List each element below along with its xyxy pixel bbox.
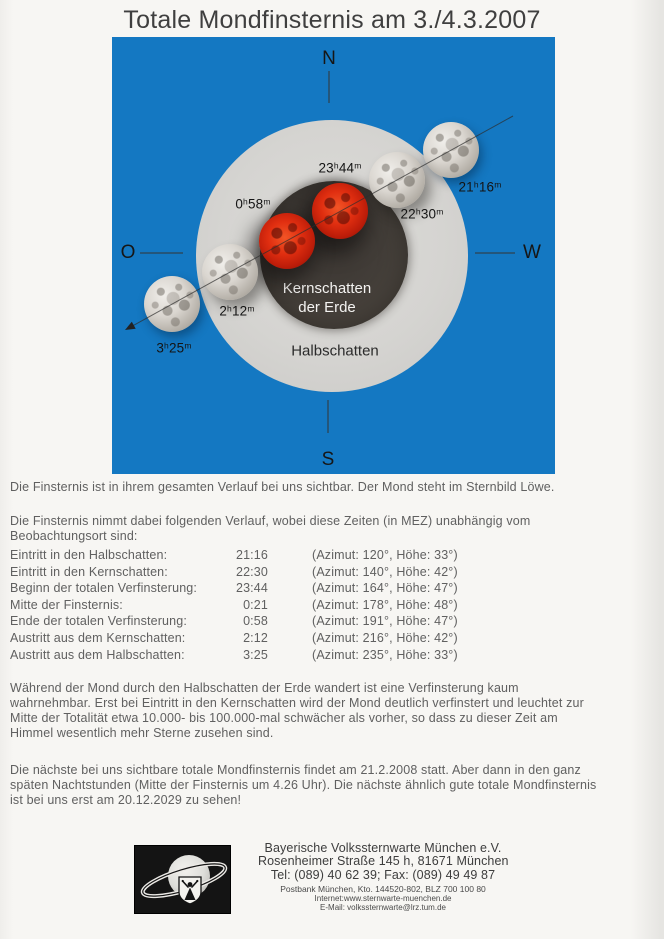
compass-south: S <box>321 449 335 470</box>
umbra-label: Kernschatten der Erde <box>282 280 372 316</box>
moon-2h12 <box>202 244 258 300</box>
intro-paragraph: Die Finsternis ist in ihrem gesamten Ver… <box>10 480 555 494</box>
timetable: Eintritt in den Halbschatten: 21:16 (Azimu… <box>10 547 610 663</box>
compass-north: N <box>322 48 336 69</box>
eclipse-diagram: Kernschatten der Erde Halbschatten 21h16… <box>112 37 555 474</box>
moon-time-label: 0h58m <box>235 196 271 212</box>
org-name: Bayerische Volkssternwarte München e.V. <box>264 841 502 855</box>
moon-0h58 <box>259 213 315 269</box>
table-row: Austritt aus dem Kernschatten: 2:12 (Azimu… <box>10 630 458 645</box>
page-title: Totale Mondfinsternis am 3./4.3.2007 <box>123 6 541 34</box>
moon-21h16 <box>423 122 479 178</box>
table-row: Eintritt in den Kernschatten: 22:30 (Azimu… <box>10 564 458 579</box>
munich-kindl-shield <box>178 876 202 905</box>
compass-east: O <box>120 242 136 263</box>
observatory-logo <box>134 845 231 914</box>
moon-time-label: 2h12m <box>219 303 255 319</box>
org-email: E-Mail: volkssternwarte@lrz.tum.de <box>320 903 446 913</box>
moon-23h44 <box>312 183 368 239</box>
org-phone-fax: Tel: (089) 40 62 39; Fax: (089) 49 49 87 <box>270 867 496 882</box>
penumbra-label: Halbschatten <box>291 342 379 360</box>
table-row: Eintritt in den Halbschatten: 21:16 (Azimu… <box>10 548 458 562</box>
moon-time-label: 21h16m <box>458 179 502 195</box>
compass-west: W <box>523 242 541 263</box>
table-row: Mitte der Finsternis: 0:21 (Azimut: 178°, … <box>10 597 458 612</box>
table-row: Austritt aus dem Halbschatten: 3:25 (Azimu… <box>10 647 458 662</box>
moon-time-label: 22h30m <box>400 206 444 222</box>
org-address: Rosenheimer Straße 145 h, 81671 München <box>258 854 509 869</box>
moon-22h30 <box>369 152 425 208</box>
table-row: Ende der totalen Verfinsterung: 0:58 (Azim… <box>10 614 458 629</box>
schedule-intro: Die Finsternis nimmt dabei folgenden Ver… <box>10 514 531 543</box>
moon-time-label: 23h44m <box>318 160 362 176</box>
footer: Bayerische Volkssternwarte München e.V. … <box>258 841 509 913</box>
outlook-paragraph: Die nächste bei uns sichtbare totale Mon… <box>10 763 597 807</box>
moon-time-label: 3h25m <box>156 340 192 356</box>
org-bank: Postbank München, Kto. 144520-802, BLZ 7… <box>280 883 486 894</box>
org-website: Internet:www.sternwarte-muenchen.de <box>314 894 452 904</box>
visibility-paragraph: Während der Mond durch den Halbschatten … <box>10 681 584 740</box>
moon-3h25 <box>144 276 200 332</box>
table-row: Beginn der totalen Verfinsterung: 23:44 (A… <box>10 581 458 596</box>
